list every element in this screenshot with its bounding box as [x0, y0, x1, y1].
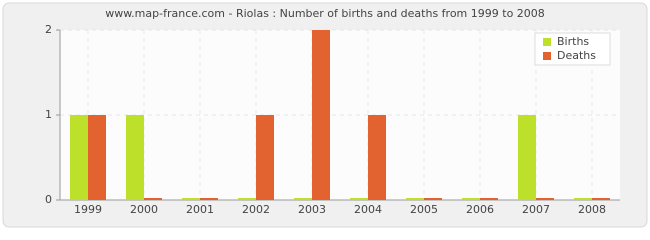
bar: [294, 198, 312, 200]
bar: [256, 115, 274, 200]
x-tick-label: 2005: [410, 203, 438, 216]
legend-swatch: [543, 38, 551, 46]
bar: [350, 198, 368, 200]
bar: [592, 198, 610, 200]
y-tick-label: 2: [45, 23, 52, 36]
bar: [536, 198, 554, 200]
bar: [238, 198, 256, 200]
bar: [182, 198, 200, 200]
chart: www.map-france.com - Riolas : Number of …: [2, 2, 648, 228]
bar: [70, 115, 88, 200]
x-tick-label: 2004: [354, 203, 382, 216]
legend-label: Deaths: [557, 49, 596, 62]
bar: [462, 198, 480, 200]
bar: [312, 30, 330, 200]
x-tick-label: 2003: [298, 203, 326, 216]
bar: [574, 198, 592, 200]
bar: [406, 198, 424, 200]
bar: [200, 198, 218, 200]
x-tick-label: 2006: [466, 203, 494, 216]
x-tick-label: 2002: [242, 203, 270, 216]
x-tick-label: 2008: [578, 203, 606, 216]
legend-swatch: [543, 52, 551, 60]
y-tick-label: 0: [45, 193, 52, 206]
bar: [368, 115, 386, 200]
bar: [88, 115, 106, 200]
x-tick-label: 1999: [74, 203, 102, 216]
bar: [144, 198, 162, 200]
bar: [126, 115, 144, 200]
bar: [424, 198, 442, 200]
x-tick-label: 2007: [522, 203, 550, 216]
legend-label: Births: [557, 35, 589, 48]
chart-title: www.map-france.com - Riolas : Number of …: [105, 7, 545, 20]
x-tick-label: 2000: [130, 203, 158, 216]
bar: [518, 115, 536, 200]
x-tick-label: 2001: [186, 203, 214, 216]
bar: [480, 198, 498, 200]
y-tick-label: 1: [45, 108, 52, 121]
